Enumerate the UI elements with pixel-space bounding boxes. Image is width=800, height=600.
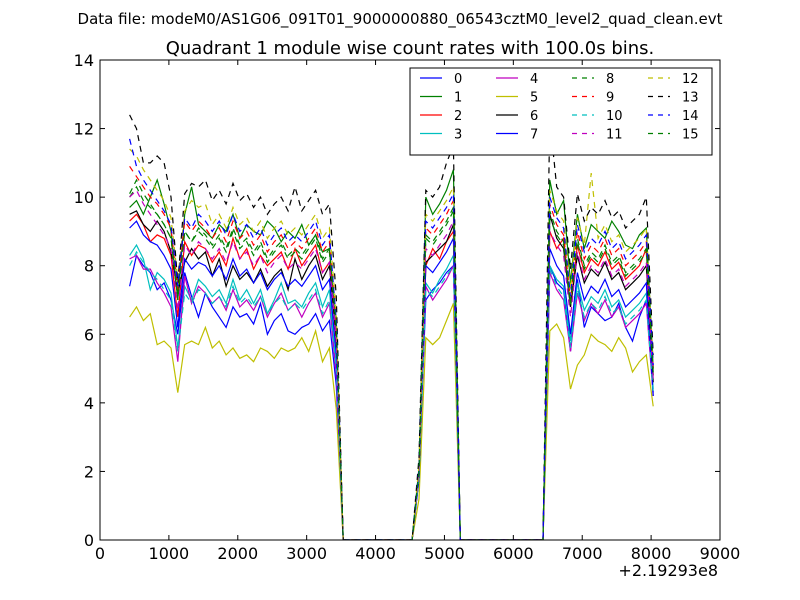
x-axis: 0 1000 2000 3000 4000 5000 6000 7000 8000 9000 [95, 60, 740, 563]
series-line-5 [129, 303, 654, 540]
legend-label-12: 12 [682, 72, 699, 87]
y-tick-label: 14 [74, 51, 94, 70]
series-line-14 [129, 138, 654, 540]
legend-label-8: 8 [606, 72, 614, 87]
series-line-13 [129, 114, 654, 540]
chart-title: Quadrant 1 module wise count rates with … [166, 38, 655, 59]
y-tick-label: 8 [84, 257, 94, 276]
series-line-15 [129, 178, 654, 540]
legend-label-3: 3 [454, 128, 462, 143]
series-line-6 [129, 210, 654, 540]
x-tick-label: 0 [95, 544, 105, 563]
y-tick-label: 0 [84, 531, 94, 550]
y-tick-label: 6 [84, 325, 94, 344]
legend-label-2: 2 [454, 109, 462, 124]
y-tick-label: 10 [74, 188, 94, 207]
y-tick-label: 4 [84, 394, 94, 413]
legend-label-1: 1 [454, 91, 462, 106]
plot-series-group [129, 114, 654, 540]
x-tick-label: 9000 [700, 544, 741, 563]
legend-label-14: 14 [682, 109, 699, 124]
series-line-0 [129, 253, 654, 540]
x-tick-label: 7000 [562, 544, 603, 563]
plot-frame [99, 59, 721, 541]
legend-label-11: 11 [606, 128, 623, 143]
series-line-3 [129, 243, 654, 540]
legend-label-4: 4 [530, 72, 538, 87]
x-tick-label: 4000 [355, 544, 396, 563]
legend-label-6: 6 [530, 109, 538, 124]
series-line-7 [129, 220, 654, 540]
x-tick-label: 1000 [149, 544, 190, 563]
legend-label-9: 9 [606, 91, 614, 106]
x-tick-label: 3000 [286, 544, 327, 563]
series-line-11 [129, 189, 654, 540]
series-line-9 [129, 165, 654, 540]
series-line-12 [129, 148, 654, 540]
x-tick-label: 2000 [217, 544, 258, 563]
x-axis-offset-label: +2.19293e8 [618, 561, 718, 580]
x-tick-label: 8000 [631, 544, 672, 563]
figure-suptitle: Data file: modeM0/AS1G06_091T01_90000008… [78, 10, 723, 29]
legend-label-10: 10 [606, 109, 623, 124]
legend-label-0: 0 [454, 72, 462, 87]
legend-label-13: 13 [682, 91, 699, 106]
x-tick-label: 5000 [424, 544, 465, 563]
legend-label-15: 15 [682, 128, 699, 143]
y-tick-label: 2 [84, 462, 94, 481]
legend-label-7: 7 [530, 128, 538, 143]
legend-label-5: 5 [530, 91, 538, 106]
legend-frame [409, 67, 713, 156]
series-line-8 [129, 185, 654, 540]
y-tick-label: 12 [74, 120, 94, 139]
x-tick-label: 6000 [493, 544, 534, 563]
